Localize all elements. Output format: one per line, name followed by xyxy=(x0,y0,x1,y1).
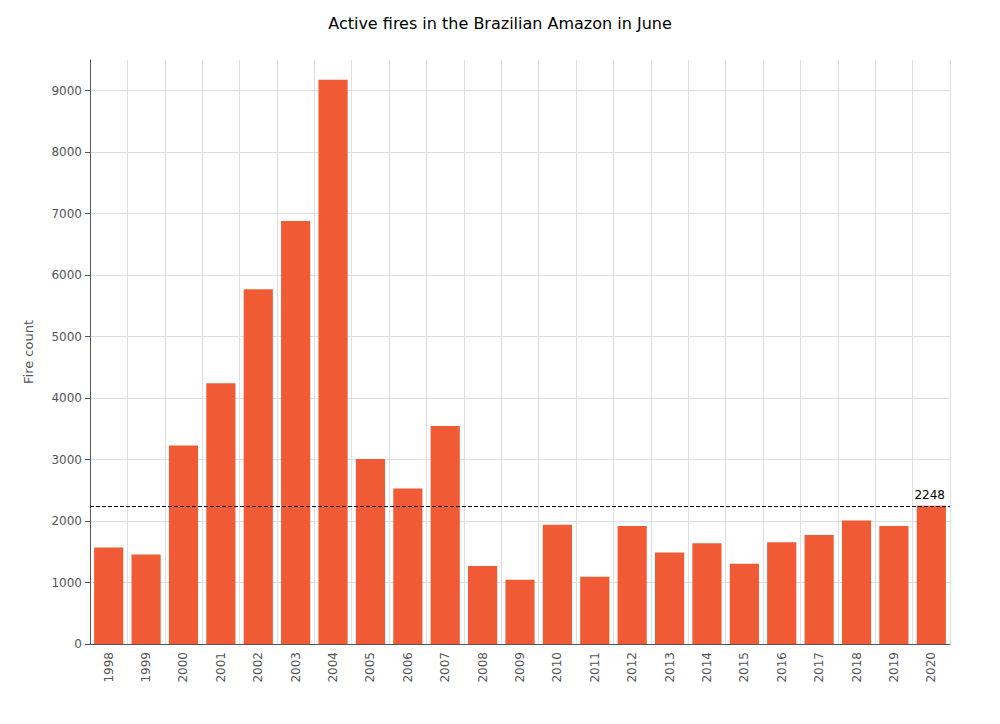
svg-text:2017: 2017 xyxy=(812,652,826,683)
svg-text:2013: 2013 xyxy=(663,652,677,683)
svg-text:2014: 2014 xyxy=(700,652,714,683)
svg-text:2003: 2003 xyxy=(289,652,303,683)
svg-text:3000: 3000 xyxy=(51,453,82,467)
svg-text:1998: 1998 xyxy=(102,652,116,683)
svg-text:2002: 2002 xyxy=(251,652,265,683)
svg-text:2004: 2004 xyxy=(326,652,340,683)
svg-text:4000: 4000 xyxy=(51,391,82,405)
svg-text:2012: 2012 xyxy=(625,652,639,683)
svg-text:5000: 5000 xyxy=(51,330,82,344)
svg-text:2000: 2000 xyxy=(176,652,190,683)
svg-text:0: 0 xyxy=(74,637,82,651)
svg-text:7000: 7000 xyxy=(51,207,82,221)
svg-text:2016: 2016 xyxy=(775,652,789,683)
svg-text:2005: 2005 xyxy=(363,652,377,683)
svg-text:2001: 2001 xyxy=(214,652,228,683)
svg-text:8000: 8000 xyxy=(51,145,82,159)
svg-text:2000: 2000 xyxy=(51,514,82,528)
svg-text:2007: 2007 xyxy=(438,652,452,683)
svg-text:1000: 1000 xyxy=(51,576,82,590)
svg-text:Active fires in the Brazilian: Active fires in the Brazilian Amazon in … xyxy=(328,14,672,33)
svg-text:Fire count: Fire count xyxy=(21,320,36,384)
svg-text:9000: 9000 xyxy=(51,84,82,98)
svg-text:2006: 2006 xyxy=(401,652,415,683)
svg-text:2020: 2020 xyxy=(924,652,938,683)
svg-text:2009: 2009 xyxy=(513,652,527,683)
svg-text:1999: 1999 xyxy=(139,652,153,683)
svg-text:2011: 2011 xyxy=(588,652,602,683)
svg-text:2008: 2008 xyxy=(476,652,490,683)
svg-text:2015: 2015 xyxy=(737,652,751,683)
svg-text:2018: 2018 xyxy=(850,652,864,683)
svg-text:2248: 2248 xyxy=(914,488,945,502)
svg-text:2019: 2019 xyxy=(887,652,901,683)
svg-text:2010: 2010 xyxy=(550,652,564,683)
svg-text:6000: 6000 xyxy=(51,268,82,282)
